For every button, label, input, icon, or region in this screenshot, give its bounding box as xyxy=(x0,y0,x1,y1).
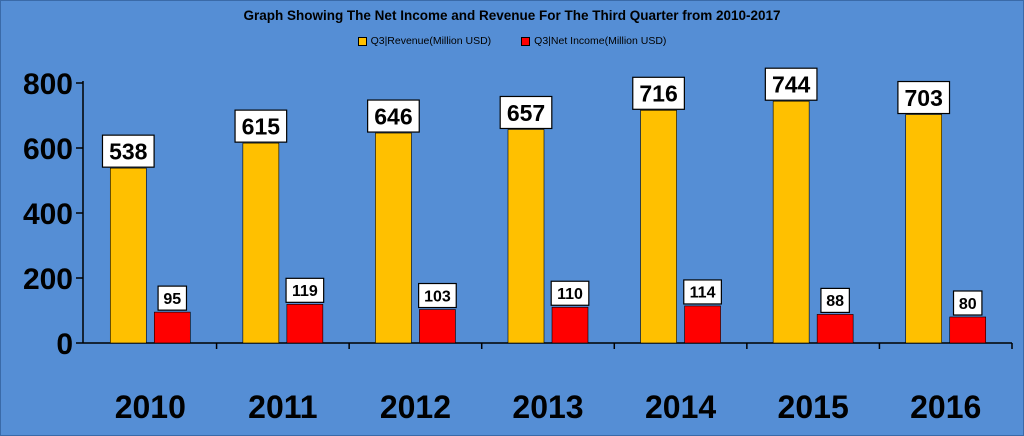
y-tick-label: 200 xyxy=(23,263,73,296)
data-label-box-net-income xyxy=(285,277,325,303)
data-label-net-income: 110 xyxy=(557,286,583,303)
data-label-box-net-income xyxy=(550,280,590,306)
data-label-revenue: 744 xyxy=(772,71,811,97)
data-label-box-net-income xyxy=(820,287,850,313)
legend-label-revenue: Q3|Revenue(Million USD) xyxy=(370,35,492,47)
data-label-revenue: 646 xyxy=(374,103,412,129)
data-label-net-income: 95 xyxy=(163,291,181,308)
bar-revenue xyxy=(507,129,545,344)
bar-revenue xyxy=(905,114,943,344)
data-label-revenue: 615 xyxy=(242,113,281,139)
data-label-box-revenue xyxy=(764,67,818,101)
bar-net-income xyxy=(816,314,854,344)
data-label-box-revenue xyxy=(367,99,420,133)
y-tick-label: 400 xyxy=(23,198,73,231)
data-label-revenue: 657 xyxy=(507,100,545,126)
data-label-box-net-income xyxy=(952,290,983,316)
data-label-net-income: 114 xyxy=(690,285,716,302)
bar-revenue xyxy=(640,110,677,344)
legend-swatch-net-income xyxy=(521,36,531,46)
bar-revenue xyxy=(242,142,280,344)
data-label-revenue: 538 xyxy=(109,138,148,164)
data-label-box-net-income xyxy=(418,282,457,309)
bar-net-income xyxy=(419,309,456,344)
bar-revenue xyxy=(375,132,412,344)
legend-label-net-income: Q3|Net Income(Million USD) xyxy=(534,35,667,47)
chart-title: Graph Showing The Net Income and Revenue… xyxy=(243,8,781,23)
bar-net-income xyxy=(684,305,721,344)
legend-swatch-revenue xyxy=(357,36,367,46)
legend-item-revenue: Q3|Revenue(Million USD) xyxy=(357,35,492,47)
data-label-box-net-income xyxy=(157,285,188,311)
bar-revenue xyxy=(772,100,810,344)
x-tick-label: 2011 xyxy=(248,389,317,425)
data-label-net-income: 119 xyxy=(292,283,318,300)
data-label-revenue: 716 xyxy=(639,81,677,107)
bar-net-income xyxy=(153,311,191,344)
y-tick-label: 0 xyxy=(56,328,73,361)
x-tick-label: 2016 xyxy=(910,389,981,425)
data-label-box-revenue xyxy=(101,134,155,168)
data-label-box-revenue xyxy=(632,76,685,110)
legend-item-net-income: Q3|Net Income(Million USD) xyxy=(521,35,666,47)
bar-revenue xyxy=(109,167,147,344)
data-label-revenue: 703 xyxy=(905,85,943,111)
data-label-box-revenue xyxy=(234,109,288,143)
bar-net-income xyxy=(551,306,589,344)
y-tick-label: 800 xyxy=(23,68,73,101)
x-tick-label: 2013 xyxy=(512,389,583,425)
x-tick-label: 2010 xyxy=(115,389,186,425)
data-label-box-net-income xyxy=(683,279,722,305)
legend: Q3|Revenue(Million USD) Q3|Net Income(Mi… xyxy=(1,35,1023,47)
x-tick-label: 2015 xyxy=(778,389,849,425)
bar-net-income xyxy=(286,304,324,344)
data-label-net-income: 80 xyxy=(959,296,977,313)
data-label-box-revenue xyxy=(897,80,951,115)
y-tick-label: 600 xyxy=(23,133,73,166)
data-label-box-revenue xyxy=(499,95,553,130)
data-label-net-income: 103 xyxy=(424,288,451,305)
bar-net-income xyxy=(949,316,987,344)
data-label-net-income: 88 xyxy=(826,293,844,310)
x-tick-label: 2014 xyxy=(645,389,716,425)
x-tick-label: 2012 xyxy=(380,389,451,425)
